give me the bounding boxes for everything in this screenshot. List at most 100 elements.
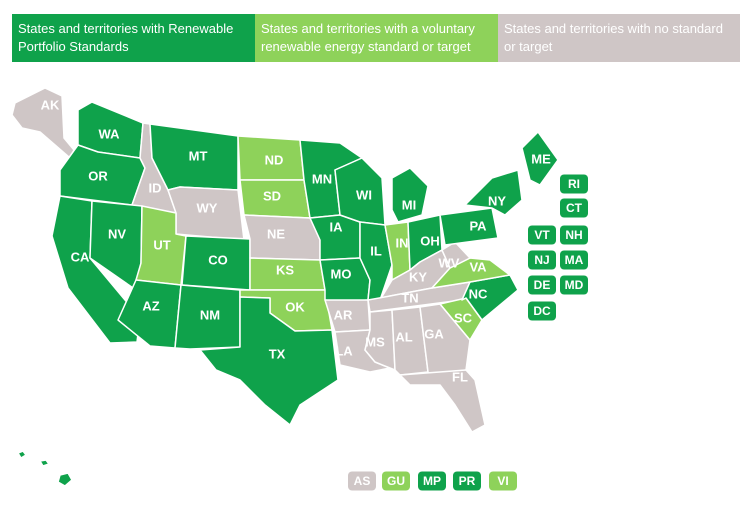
- small-state-badge-label-md: MD: [565, 278, 584, 292]
- territory-badge-label-vi: VI: [497, 474, 508, 488]
- state-mi[interactable]: [391, 167, 429, 223]
- territory-badge-label-gu: GU: [387, 474, 405, 488]
- state-label-hi: HI: [80, 447, 93, 462]
- small-state-badge-label-nj: NJ: [534, 253, 549, 267]
- state-fl[interactable]: [399, 369, 486, 433]
- small-state-badge-label-ri: RI: [568, 177, 580, 191]
- state-label-ks: KS: [276, 262, 294, 277]
- small-state-badge-box-ct: [560, 198, 588, 218]
- territory-badge-label-pr: PR: [459, 474, 476, 488]
- state-label-mn: MN: [312, 171, 332, 186]
- state-label-mo: MO: [331, 266, 352, 281]
- state-label-nm: NM: [200, 307, 220, 322]
- state-label-fl: FL: [452, 369, 468, 384]
- small-state-badge-label-ct: CT: [566, 201, 583, 215]
- small-state-badge-box-vt: [528, 225, 556, 245]
- state-pa[interactable]: [439, 207, 499, 246]
- legend-none: States and territories with no standard …: [498, 14, 740, 62]
- small-state-badge-box-de: [528, 275, 556, 295]
- legend: States and territories with Renewable Po…: [12, 14, 740, 62]
- territory-badge-label-mp: MP: [423, 474, 441, 488]
- state-label-mt: MT: [189, 148, 208, 163]
- state-label-wi: WI: [356, 187, 372, 202]
- state-nm[interactable]: [174, 284, 241, 350]
- state-label-or: OR: [88, 168, 108, 183]
- badges-layer: RI CT VT NH NJ MA DE MD DC AS GU MP PR VI: [348, 174, 588, 491]
- territory-badge-mp[interactable]: MP: [418, 471, 446, 491]
- state-label-ga: GA: [424, 326, 444, 341]
- territory-badge-box-pr: [453, 471, 481, 491]
- state-label-mi: MI: [402, 197, 416, 212]
- state-label-wa: WA: [99, 126, 121, 141]
- state-label-nc: NC: [469, 286, 488, 301]
- state-labels-layer: AK WA OR CA ID NV MT WY UT AZ CO NM ND SD NE KS OK TX MN IA…: [41, 97, 551, 462]
- small-state-badge-box-dc: [528, 301, 556, 321]
- state-label-in: IN: [396, 235, 409, 250]
- state-label-ia: IA: [330, 219, 344, 234]
- territory-badge-box-mp: [418, 471, 446, 491]
- small-state-badge-box-ma: [560, 250, 588, 270]
- state-label-ne: NE: [267, 226, 285, 241]
- small-state-badge-de[interactable]: DE: [528, 275, 556, 295]
- state-hi[interactable]: [17, 450, 73, 487]
- small-state-badge-box-nj: [528, 250, 556, 270]
- small-state-badge-dc[interactable]: DC: [528, 301, 556, 321]
- state-label-tn: TN: [401, 290, 418, 305]
- state-label-oh: OH: [420, 233, 440, 248]
- territory-badge-as[interactable]: AS: [348, 471, 376, 491]
- state-label-tx: TX: [269, 346, 286, 361]
- small-state-badge-box-nh: [560, 225, 588, 245]
- state-label-ar: AR: [334, 307, 353, 322]
- small-state-badge-label-nh: NH: [565, 228, 582, 242]
- state-label-co: CO: [208, 252, 228, 267]
- states-layer: [11, 87, 559, 487]
- state-label-va: VA: [469, 259, 487, 274]
- territory-badge-box-as: [348, 471, 376, 491]
- state-label-nd: ND: [265, 152, 284, 167]
- small-state-badge-ma[interactable]: MA: [560, 250, 588, 270]
- state-label-ky: KY: [409, 269, 427, 284]
- state-label-ms: MS: [365, 334, 385, 349]
- state-label-pa: PA: [469, 218, 487, 233]
- state-label-id: ID: [149, 180, 162, 195]
- state-label-la: LA: [335, 343, 353, 358]
- legend-voluntary: States and territories with a voluntary …: [255, 14, 498, 62]
- state-label-wy: WY: [197, 200, 218, 215]
- small-state-badge-md[interactable]: MD: [560, 275, 588, 295]
- state-label-az: AZ: [142, 298, 159, 313]
- state-label-wv: WV: [439, 255, 460, 270]
- territory-badge-vi[interactable]: VI: [489, 471, 517, 491]
- state-label-ok: OK: [285, 299, 305, 314]
- state-label-ak: AK: [41, 97, 60, 112]
- small-state-badge-ri[interactable]: RI: [560, 174, 588, 194]
- state-label-me: ME: [531, 151, 551, 166]
- state-label-sc: SC: [454, 310, 473, 325]
- territory-badge-label-as: AS: [354, 474, 371, 488]
- territory-badge-box-vi: [489, 471, 517, 491]
- territory-badge-gu[interactable]: GU: [382, 471, 410, 491]
- small-state-badge-vt[interactable]: VT: [528, 225, 556, 245]
- state-label-ny: NY: [488, 193, 506, 208]
- state-label-al: AL: [395, 329, 412, 344]
- small-state-badge-label-ma: MA: [565, 253, 584, 267]
- small-state-badge-box-ri: [560, 174, 588, 194]
- territory-badge-box-gu: [382, 471, 410, 491]
- territory-badge-pr[interactable]: PR: [453, 471, 481, 491]
- small-state-badge-label-dc: DC: [533, 304, 551, 318]
- state-ny[interactable]: [464, 169, 523, 216]
- state-label-nv: NV: [108, 226, 126, 241]
- small-state-badge-box-md: [560, 275, 588, 295]
- state-label-ca: CA: [71, 249, 90, 264]
- small-state-badge-nj[interactable]: NJ: [528, 250, 556, 270]
- small-state-badge-label-vt: VT: [534, 228, 550, 242]
- state-az[interactable]: [117, 279, 182, 349]
- small-state-badge-ct[interactable]: CT: [560, 198, 588, 218]
- state-me[interactable]: [521, 131, 559, 186]
- state-tx[interactable]: [199, 296, 339, 426]
- legend-rps: States and territories with Renewable Po…: [12, 14, 255, 62]
- small-state-badge-label-de: DE: [534, 278, 551, 292]
- state-label-sd: SD: [263, 188, 281, 203]
- state-label-il: IL: [370, 243, 382, 258]
- small-state-badge-nh[interactable]: NH: [560, 225, 588, 245]
